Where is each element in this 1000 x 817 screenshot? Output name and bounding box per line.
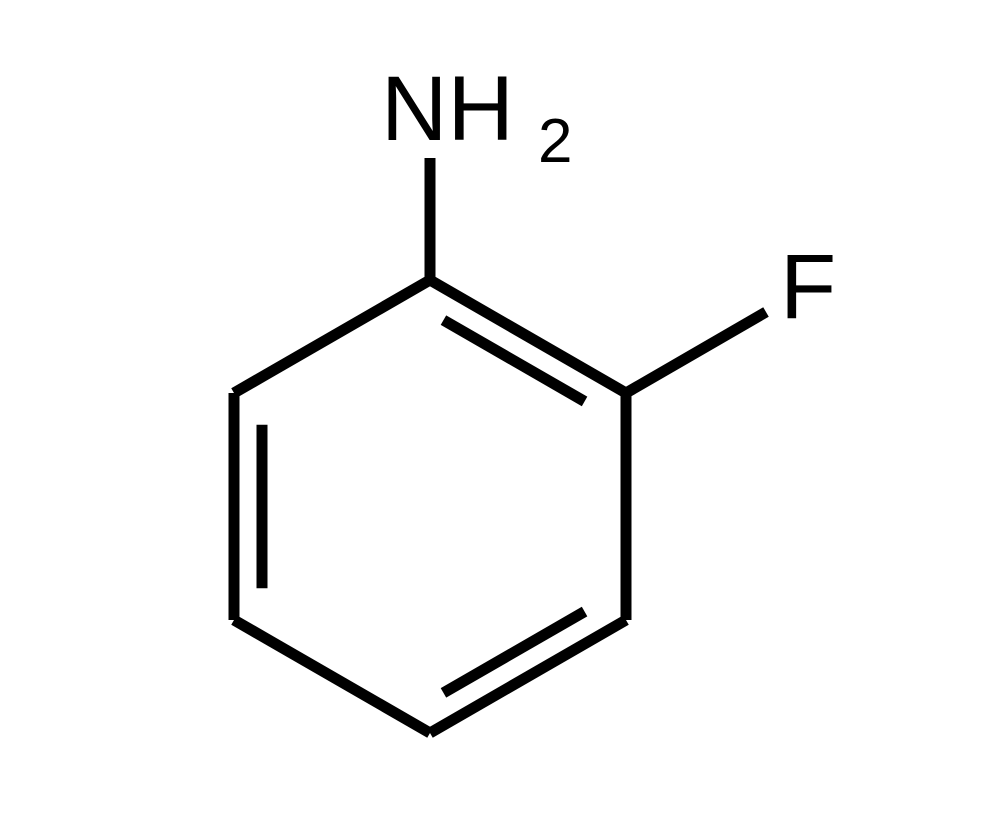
ring-bond (234, 620, 430, 733)
atom-label-amine: NH (381, 58, 514, 160)
substituent-bond-fluorine (626, 312, 766, 393)
molecule-diagram: NH 2 F (0, 0, 1000, 817)
atom-label-amine: 2 (538, 107, 572, 176)
bonds-group (234, 158, 766, 733)
atom-label-fluorine: F (780, 236, 836, 338)
ring-bond (430, 280, 626, 393)
ring-bond (430, 620, 626, 733)
ring-bond (234, 280, 430, 393)
